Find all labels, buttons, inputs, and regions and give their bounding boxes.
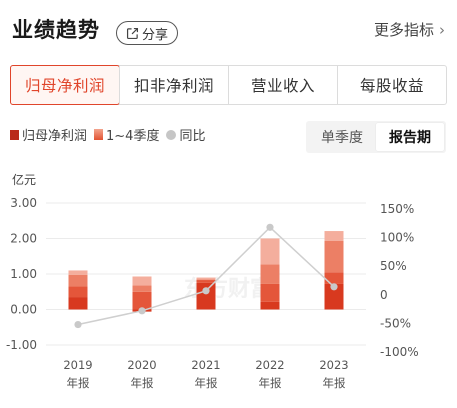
bar-segment-q3 <box>132 285 152 292</box>
legend-yoy-label: 同比 <box>179 129 206 144</box>
y-tick-label-right: 100% <box>380 231 414 245</box>
tab-revenue[interactable]: 营业收入 <box>228 66 337 104</box>
bar-segment-q1 <box>68 297 88 310</box>
y-tick-label-left: 1.00 <box>10 267 37 281</box>
bar-segment-q2 <box>260 283 280 302</box>
bar-segment-q2 <box>324 272 344 284</box>
x-tick-label-year: 2020 <box>127 358 156 372</box>
y-tick-label-left: 3.00 <box>10 196 37 210</box>
tab-net-profit[interactable]: 归母净利润 <box>10 65 120 105</box>
chevron-right-icon: › <box>439 20 445 39</box>
x-tick-label-period: 年报 <box>67 376 90 390</box>
bar-segment-q1 <box>196 282 216 310</box>
bar-segment-q3 <box>196 279 216 281</box>
more-label: 更多指标 <box>373 21 434 39</box>
performance-chart: 亿元 3.00 2.00 1.00 0.00 -1.00 150% 100% 50% 0 -50% -… <box>6 172 419 390</box>
x-tick-label-year: 2019 <box>63 358 92 372</box>
y-tick-label-left: 2.00 <box>10 232 37 246</box>
bar-segment-q1 <box>324 283 344 310</box>
period-toggle: 单季度 报告期 <box>306 121 446 153</box>
bar-segment-q3 <box>260 264 280 284</box>
x-tick-label-year: 2021 <box>191 358 220 372</box>
bar-segment-q4 <box>132 276 152 286</box>
y-tick-label-right: -100% <box>380 345 419 359</box>
more-indicators-link[interactable]: 更多指标 › <box>374 19 445 40</box>
bar-segment-q4 <box>260 238 280 265</box>
share-icon <box>126 27 139 39</box>
bar-segment-q3 <box>324 240 344 273</box>
share-button[interactable]: 分享 <box>116 21 178 45</box>
x-tick-label-year: 2022 <box>255 358 284 372</box>
axis-unit-label: 亿元 <box>12 172 36 187</box>
yoy-point <box>138 307 146 315</box>
y-tick-label-right: 50% <box>380 259 407 273</box>
yoy-point <box>74 320 82 329</box>
period-option-quarterly[interactable]: 单季度 <box>321 130 363 146</box>
bar-segment-q2 <box>132 291 152 310</box>
legend-annual: 归母净利润 <box>10 125 87 144</box>
yoy-point <box>266 223 274 231</box>
yoy-point <box>330 283 338 291</box>
legend-annual-label: 归母净利润 <box>22 129 88 144</box>
legend-quarters-label: 1~4季度 <box>106 129 160 144</box>
header: 业绩趋势 分享 更多指标 › <box>0 0 457 62</box>
page-title: 业绩趋势 <box>12 18 100 42</box>
legend-annual-swatch <box>10 129 19 140</box>
tab-label: 营业收入 <box>250 77 315 95</box>
legend-quarters-swatch <box>94 129 104 140</box>
legend-quarters: 1~4季度 <box>94 125 159 144</box>
bar-segment-q2 <box>68 286 88 298</box>
bar-segment-q1 <box>260 301 280 310</box>
legend-yoy-dot <box>166 129 177 140</box>
bar-segment-q2 <box>196 280 216 283</box>
bar-segment-q3 <box>68 274 88 287</box>
share-label: 分享 <box>141 27 168 43</box>
y-tick-label-left: -1.00 <box>6 338 37 352</box>
x-tick-label-period: 年报 <box>259 376 282 390</box>
y-tick-label-right: -50% <box>380 316 411 330</box>
tab-deducted-net-profit[interactable]: 扣非净利润 <box>119 66 228 104</box>
chart-legend: 归母净利润 1~4季度 同比 <box>10 125 212 144</box>
x-tick-label-period: 年报 <box>323 376 346 390</box>
tab-eps[interactable]: 每股收益 <box>337 66 446 104</box>
x-tick-label-period: 年报 <box>195 376 218 390</box>
tab-label: 归母净利润 <box>24 77 105 95</box>
period-option-report[interactable]: 报告期 <box>376 123 444 151</box>
metric-tabs: 归母净利润 扣非净利润 营业收入 每股收益 <box>10 65 447 105</box>
y-tick-label-right: 0 <box>380 288 388 302</box>
bar-segment-q4 <box>196 277 216 280</box>
bar-segment-q4 <box>68 270 88 275</box>
y-tick-label-left: 0.00 <box>10 303 37 317</box>
x-tick-label-year: 2023 <box>319 358 348 372</box>
y-tick-label-right: 150% <box>380 202 414 216</box>
bar-segment-q4 <box>324 231 344 241</box>
x-tick-label-period: 年报 <box>131 376 154 390</box>
tab-label: 每股收益 <box>359 77 424 95</box>
yoy-point <box>202 287 210 295</box>
legend-yoy: 同比 <box>166 125 205 144</box>
tab-label: 扣非净利润 <box>133 77 214 95</box>
